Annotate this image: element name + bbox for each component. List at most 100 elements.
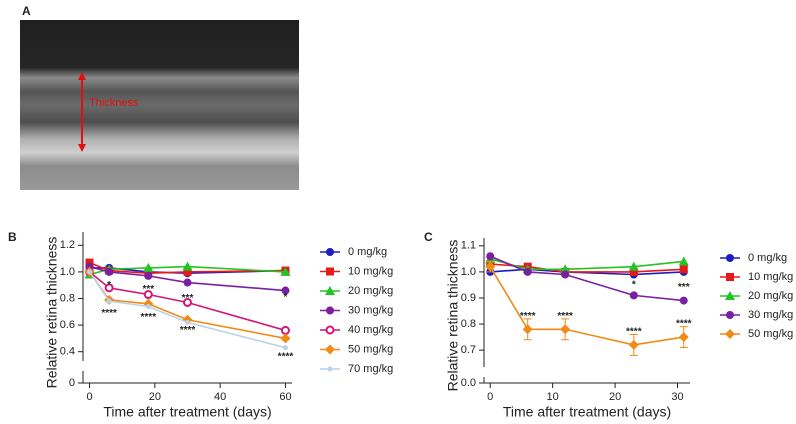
panel-label: B [8, 230, 17, 244]
significance: **** [141, 312, 157, 323]
legend-marker [725, 329, 735, 339]
oct-image [20, 20, 299, 190]
marker [679, 296, 688, 305]
y-axis-title: Relative retina thickness [445, 240, 461, 392]
x-tick-label: 40 [214, 391, 226, 403]
y-tick-label: 0.8 [60, 292, 75, 304]
legend-marker [327, 366, 333, 372]
marker [143, 290, 153, 300]
marker [485, 261, 496, 272]
significance: *** [142, 284, 154, 295]
legend-label: 10 mg/kg [348, 265, 393, 277]
y-tick-label: 0.7 [461, 344, 476, 356]
significance: * [107, 280, 111, 291]
marker [628, 339, 639, 350]
y-tick-label: 0.8 [461, 318, 476, 330]
x-tick-label: 20 [149, 391, 161, 403]
marker [183, 267, 192, 276]
legend-label: 10 mg/kg [748, 271, 793, 283]
x-tick-label: 30 [671, 391, 683, 403]
marker [629, 267, 638, 276]
legend-marker [326, 306, 334, 315]
significance: **** [180, 325, 196, 336]
marker [560, 264, 571, 274]
image-annotation: Thickness [89, 97, 139, 109]
x-tick-label: 20 [609, 391, 621, 403]
x-tick-label: 60 [279, 391, 291, 403]
y-tick-label: 1.2 [60, 239, 75, 251]
marker [561, 270, 570, 279]
marker [560, 324, 571, 335]
y-axis-title: Relative retina thickness [44, 237, 60, 389]
legend-label: 0 mg/kg [748, 252, 787, 264]
marker [280, 266, 291, 276]
series-line [489, 266, 684, 346]
marker [145, 303, 151, 309]
x-axis-title: Time after treatment (days) [503, 404, 671, 420]
legend-label: 20 mg/kg [748, 290, 793, 302]
marker [282, 345, 288, 351]
y-tick-label: 0.6 [60, 319, 75, 331]
y-tick-label: 1.0 [461, 266, 476, 278]
legend-marker [726, 273, 734, 281]
marker [678, 256, 689, 266]
legend-label: 70 mg/kg [348, 363, 393, 375]
legend-marker [326, 267, 334, 276]
legend-marker [726, 311, 734, 319]
significance: *** [678, 282, 690, 293]
marker [678, 332, 689, 343]
marker [144, 271, 153, 280]
panel-label: C [424, 230, 433, 244]
legend-label: 30 mg/kg [348, 304, 393, 316]
legend-marker [325, 344, 335, 355]
marker [185, 319, 190, 325]
marker [105, 267, 114, 276]
marker [522, 324, 533, 335]
legend-marker [326, 248, 334, 256]
significance: **** [676, 319, 692, 330]
legend-label: 20 mg/kg [348, 285, 393, 297]
y-tick-label: 0 [69, 377, 75, 389]
y-tick-label: 0.4 [60, 346, 75, 358]
significance: **** [557, 311, 573, 322]
marker [183, 278, 192, 287]
legend-marker [726, 254, 734, 262]
marker [182, 261, 193, 271]
legend-marker [325, 325, 335, 335]
marker [281, 286, 290, 295]
y-tick-label: 1.0 [60, 266, 75, 278]
legend-marker [325, 286, 335, 295]
marker [183, 297, 192, 307]
significance: **** [101, 308, 117, 319]
panel-label: A [22, 4, 31, 18]
y-tick-label: 0.9 [461, 292, 476, 304]
marker [629, 291, 638, 300]
significance: **** [626, 327, 642, 338]
y-tick-label: 1.1 [461, 240, 476, 252]
marker [143, 262, 154, 272]
marker [523, 267, 532, 276]
legend-label: 50 mg/kg [748, 328, 793, 340]
x-tick-label: 10 [547, 391, 559, 403]
arrow-heads [78, 72, 86, 152]
significance: * [284, 292, 288, 303]
marker [679, 265, 688, 274]
significance: * [632, 280, 636, 291]
x-tick-label: 0 [86, 391, 92, 403]
legend-label: 50 mg/kg [348, 343, 393, 355]
significance: **** [520, 311, 536, 322]
marker [486, 252, 495, 261]
x-tick-label: 0 [487, 391, 493, 403]
marker [628, 261, 639, 271]
marker [104, 283, 114, 293]
legend-label: 40 mg/kg [348, 324, 393, 336]
significance: *** [182, 293, 194, 304]
marker [106, 298, 112, 304]
marker [280, 325, 290, 335]
series-line [489, 255, 684, 302]
significance: **** [278, 352, 294, 363]
x-axis-title: Time after treatment (days) [103, 404, 271, 420]
marker [280, 333, 291, 344]
y-tick-label: 0.0 [461, 377, 476, 389]
